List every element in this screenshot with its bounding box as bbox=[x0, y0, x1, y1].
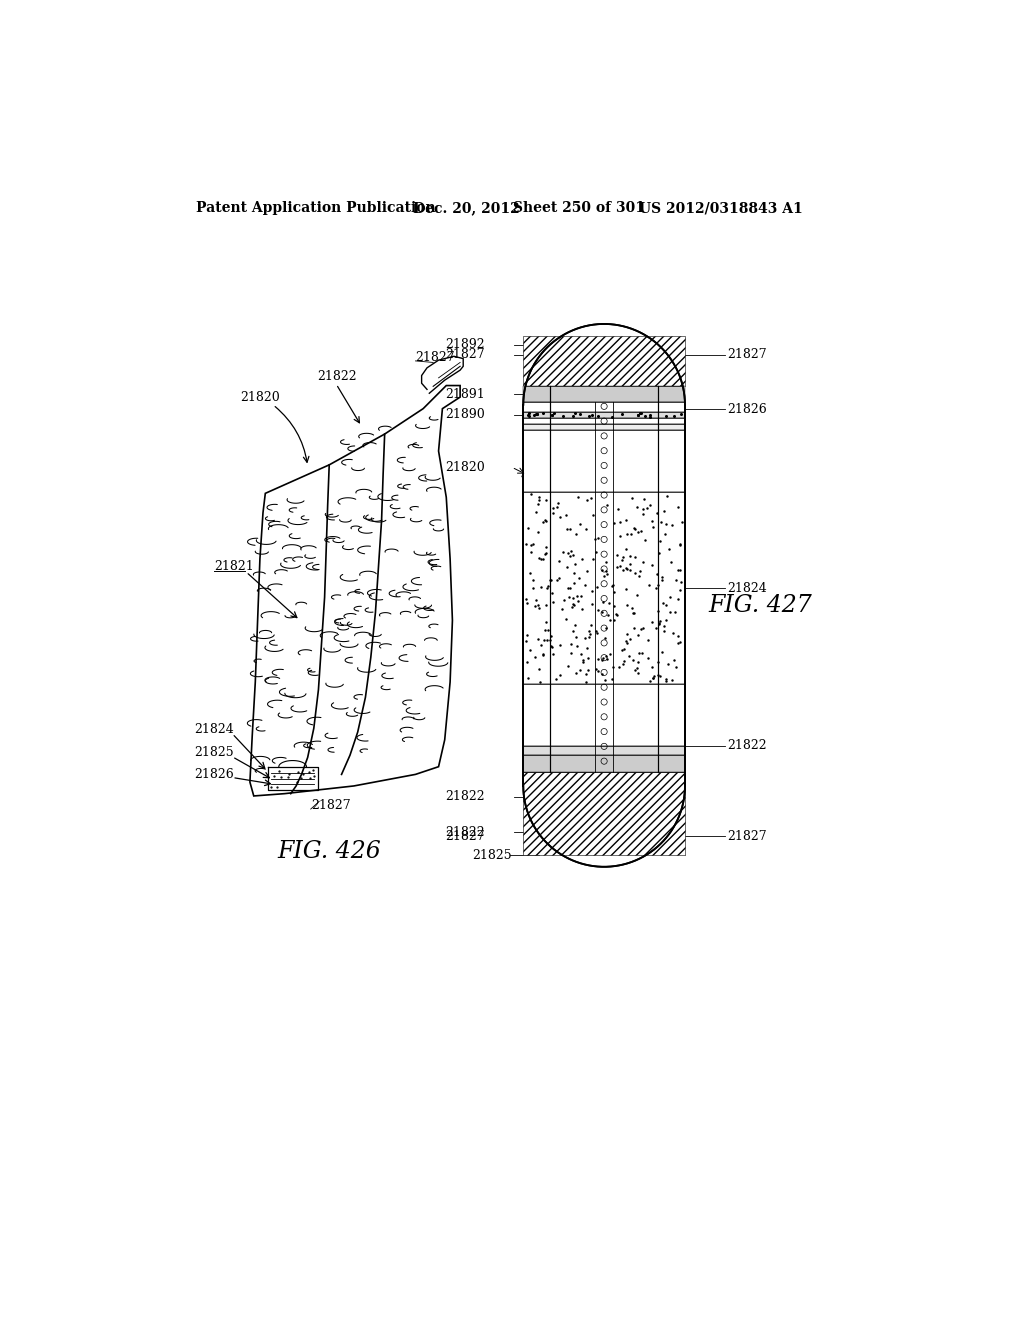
Text: 21827: 21827 bbox=[416, 351, 455, 363]
Text: 21892: 21892 bbox=[445, 338, 484, 351]
Text: FIG. 426: FIG. 426 bbox=[278, 840, 381, 863]
Text: US 2012/0318843 A1: US 2012/0318843 A1 bbox=[639, 202, 803, 215]
Text: Sheet 250 of 301: Sheet 250 of 301 bbox=[513, 202, 645, 215]
Bar bbox=[523, 746, 685, 755]
Text: 21890: 21890 bbox=[445, 408, 484, 421]
Text: 21825: 21825 bbox=[195, 746, 234, 759]
Bar bbox=[523, 418, 685, 424]
Text: 21827: 21827 bbox=[445, 348, 484, 362]
Text: 21822: 21822 bbox=[445, 791, 484, 804]
Bar bbox=[523, 385, 550, 772]
Text: 21827: 21827 bbox=[727, 829, 767, 842]
Wedge shape bbox=[523, 705, 685, 785]
Text: 21822: 21822 bbox=[727, 739, 767, 752]
Bar bbox=[523, 684, 685, 746]
Bar bbox=[523, 412, 685, 418]
Text: 21820: 21820 bbox=[445, 461, 484, 474]
Wedge shape bbox=[523, 405, 685, 486]
Bar bbox=[523, 492, 685, 684]
Text: FIG. 427: FIG. 427 bbox=[708, 594, 812, 616]
Bar bbox=[523, 424, 685, 430]
Bar bbox=[523, 385, 685, 403]
Text: Dec. 20, 2012: Dec. 20, 2012 bbox=[413, 202, 520, 215]
Text: 21827: 21827 bbox=[727, 348, 767, 362]
Text: 21827: 21827 bbox=[445, 829, 484, 842]
Text: 21822: 21822 bbox=[316, 370, 356, 383]
Text: 21825: 21825 bbox=[472, 849, 512, 862]
Bar bbox=[523, 430, 685, 492]
Text: 21824: 21824 bbox=[727, 582, 767, 594]
Text: 21824: 21824 bbox=[195, 723, 234, 737]
Bar bbox=[523, 755, 685, 772]
Bar bbox=[658, 385, 685, 772]
Text: 21822: 21822 bbox=[445, 825, 484, 838]
FancyBboxPatch shape bbox=[523, 405, 685, 785]
Text: Patent Application Publication: Patent Application Publication bbox=[196, 202, 435, 215]
Text: 21826: 21826 bbox=[727, 403, 767, 416]
Text: 21820: 21820 bbox=[241, 391, 281, 404]
Text: 21821: 21821 bbox=[214, 560, 254, 573]
Bar bbox=[523, 335, 685, 385]
Text: 21826: 21826 bbox=[195, 768, 234, 781]
Text: 21891: 21891 bbox=[445, 388, 484, 400]
Text: 21827: 21827 bbox=[310, 799, 350, 812]
Bar bbox=[523, 772, 685, 855]
Bar bbox=[523, 403, 685, 412]
